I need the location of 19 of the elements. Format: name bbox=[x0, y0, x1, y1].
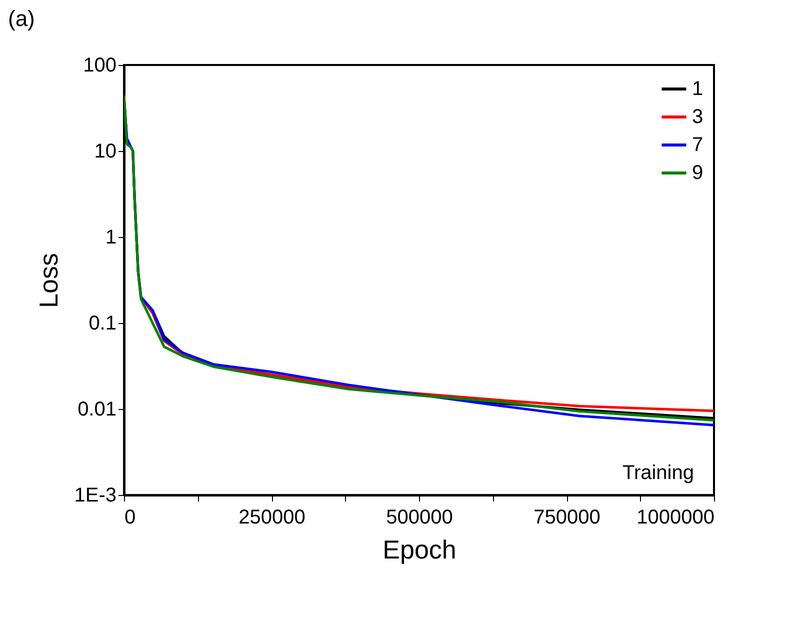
text: (a) bbox=[8, 6, 35, 32]
x-axis-title: Epoch bbox=[382, 534, 456, 564]
x-tick-label: 500000 bbox=[386, 506, 453, 528]
y-tick-label: 1 bbox=[105, 226, 116, 248]
y-tick-label: 10 bbox=[94, 140, 116, 162]
y-tick-label: 0.01 bbox=[78, 398, 116, 420]
x-tick-label: 0 bbox=[124, 506, 136, 528]
y-tick-label: 100 bbox=[83, 54, 116, 76]
annotation: Training bbox=[622, 462, 694, 484]
y-tick-label: 1E-3 bbox=[74, 484, 116, 506]
legend-label: 3 bbox=[692, 106, 704, 128]
legend-label: 7 bbox=[692, 134, 704, 156]
y-axis-title: Loss bbox=[33, 253, 64, 308]
legend-label: 1 bbox=[692, 78, 704, 100]
y-tick-label: 0.1 bbox=[88, 312, 116, 334]
legend-label: 9 bbox=[692, 162, 704, 184]
x-tick-label: 1000000 bbox=[636, 506, 714, 528]
x-tick-label: 250000 bbox=[238, 506, 306, 528]
x-tick-label: 750000 bbox=[534, 506, 600, 528]
